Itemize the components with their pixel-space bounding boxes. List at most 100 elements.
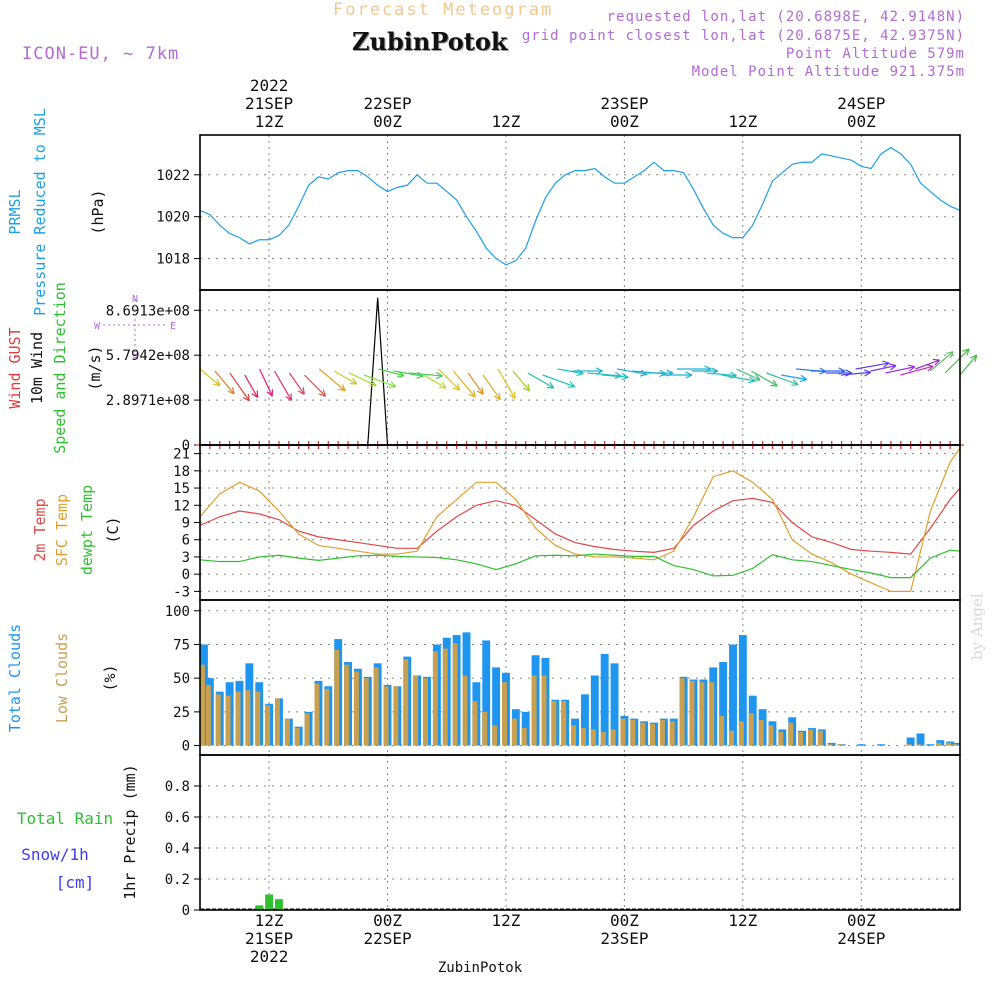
compass-w: W: [94, 321, 101, 332]
wind-arrow: [870, 365, 897, 372]
wind-arrow-head: [523, 387, 530, 392]
time-label-top: 21SEP: [245, 94, 293, 113]
y-tick-label: 1020: [156, 210, 190, 226]
wind-arrow: [751, 370, 778, 387]
wind-arrow-head: [266, 391, 273, 397]
wind-ylabel: 10m Wind: [28, 332, 46, 404]
wind-arrow: [303, 374, 326, 397]
wind-arrow: [259, 368, 273, 397]
low-cloud-bar: [580, 728, 586, 746]
y-tick-label: 0.4: [165, 841, 190, 857]
wind-arrow-head: [493, 395, 501, 401]
wind-arrow-head: [341, 384, 346, 392]
wind-arrow: [706, 372, 737, 377]
pressure-ylabel: PRMSL: [6, 189, 24, 234]
requested-coords: requested lon,lat (20.6898E, 42.9148N): [606, 9, 965, 25]
low-cloud-bar: [511, 718, 517, 746]
low-cloud-bar: [778, 732, 784, 746]
wind-arrow: [318, 368, 346, 392]
wind-arrow-head: [396, 375, 405, 378]
low-cloud-bar: [294, 728, 300, 746]
time-label-top: 12Z: [492, 112, 521, 131]
wind-arrow: [214, 370, 235, 395]
snow-legend: Snow/1h: [21, 845, 88, 864]
y-tick-label: 12: [173, 498, 190, 514]
y-tick-label: 18: [173, 464, 190, 480]
wind-arrow-head: [704, 365, 712, 370]
low-cloud-bar: [798, 732, 804, 746]
low-cloud-bar: [788, 722, 794, 746]
wind-arrow-head: [513, 391, 516, 399]
wind-arrow-head: [285, 396, 292, 401]
wind-arrow: [408, 372, 443, 377]
wind-arrow-head: [302, 387, 305, 395]
y-tick-label: 75: [173, 637, 190, 653]
t2m-ylabel: 2m Temp: [31, 498, 49, 561]
total-cloud-bar: [916, 733, 925, 746]
model-altitude: Model Point Altitude 921.375m: [691, 64, 965, 80]
time-label-top: 00Z: [373, 112, 402, 131]
chart-title: Forecast Meteogram: [333, 0, 554, 20]
y-tick-label: 25: [173, 705, 190, 721]
panel-frame: [199, 134, 961, 291]
wind-arrow-head: [549, 381, 555, 389]
wind-arrow-head: [231, 387, 235, 395]
wind-arrow-head: [791, 384, 799, 386]
wind-arrow-head: [247, 393, 250, 401]
wind-arrow-head: [576, 372, 584, 376]
time-label-top: 22SEP: [363, 94, 411, 113]
total-cloud-bar: [857, 744, 866, 746]
wind-arrow-head: [621, 373, 629, 378]
low-cloud-bar: [245, 690, 251, 746]
wind-arrow-head: [527, 383, 531, 392]
wind-arrow-head: [338, 388, 346, 392]
wind-arrow-head: [666, 369, 674, 374]
wind-arrow-head: [890, 365, 897, 371]
wind-arrow: [617, 368, 647, 375]
rain-legend: Total Rain: [17, 809, 113, 828]
wind-arrow-head: [883, 362, 890, 368]
point-altitude: Point Altitude 579m: [785, 46, 965, 62]
panel-frame: [199, 289, 961, 446]
low-cloud-bar: [284, 718, 290, 746]
rain-bar: [275, 899, 283, 910]
total-cloud-bar: [482, 640, 491, 746]
snow-unit: [cm]: [56, 873, 95, 892]
low-cloud-bar: [758, 719, 764, 746]
wind-arrow: [557, 368, 584, 375]
wind-arrow-head: [615, 371, 622, 377]
wind-arrow: [929, 351, 954, 372]
wind-arrow-head: [927, 365, 934, 372]
time-label-bottom: 12Z: [492, 911, 521, 930]
sfc-ylabel: SFC Temp: [53, 494, 71, 566]
low-cloud-bar: [630, 719, 636, 746]
wind-arrow-head: [508, 394, 516, 399]
low-cloud-bar: [561, 701, 567, 746]
y-tick-label: 2.8971e+08: [106, 393, 190, 409]
wind-arrow-head: [970, 354, 977, 359]
wind-arrow-head: [349, 382, 357, 385]
wind-arrow-head: [297, 390, 305, 395]
series-line: [199, 146, 961, 266]
wind-arrow-head: [456, 383, 461, 391]
total-cloud-bar: [590, 675, 599, 746]
low-cloud-bar: [946, 742, 952, 746]
low-cloud-bar: [531, 675, 537, 746]
low-cloud-bar: [669, 721, 675, 746]
low-cloud-bar: [610, 729, 616, 746]
panel-frame: [199, 754, 961, 911]
time-label-bottom: 22SEP: [363, 929, 411, 948]
y-tick-label: 6: [182, 533, 190, 549]
wind-arrow-head: [472, 390, 476, 398]
compass-s: S: [132, 350, 138, 361]
wind-arrow: [333, 370, 357, 385]
compass-e: E: [170, 321, 176, 332]
y-tick-label: -3: [173, 584, 190, 600]
wind-arrow: [482, 374, 501, 400]
low-cloud-bar: [275, 698, 280, 746]
time-label-top: 23SEP: [600, 94, 648, 113]
total-cloud-bar: [906, 737, 915, 746]
low-cloud-bar: [205, 684, 211, 746]
time-label-top: 2022: [250, 76, 289, 95]
